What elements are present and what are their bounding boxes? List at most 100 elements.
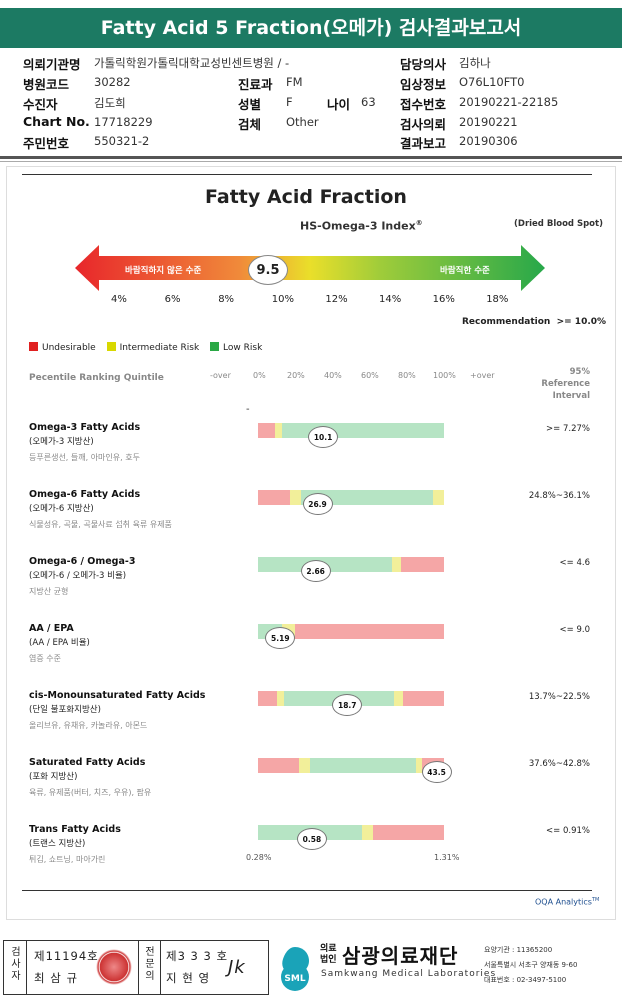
range-min: 0.28% [246, 853, 272, 862]
risk-bar [258, 758, 444, 773]
divider [0, 161, 622, 162]
org-address: 서울특별시 서초구 양재동 9-60 [484, 961, 578, 969]
request-value: 20190221 [459, 115, 518, 129]
report-panel [6, 166, 616, 920]
row-reference-interval: <= 0.91% [546, 826, 590, 836]
risk-segment [258, 490, 290, 505]
sex-value: F [286, 95, 293, 109]
divider [138, 941, 139, 994]
risk-segment [258, 691, 277, 706]
risk-bar [258, 825, 444, 840]
index-name: HS-Omega-3 Index® [300, 219, 423, 233]
specimen-value: Other [286, 115, 319, 129]
value-bubble: 2.66 [300, 560, 331, 582]
row-description: 염증 수준 [29, 654, 61, 663]
value-bubble: 0.58 [296, 828, 327, 850]
value-bubble: 10.1 [308, 426, 339, 448]
org-code: 요양기관 : 11365200 [484, 946, 553, 954]
legend: Undesirable Intermediate Risk Low Risk [29, 342, 270, 353]
axis-tick-label: 0% [253, 371, 266, 380]
risk-segment [295, 624, 444, 639]
row-reference-interval: 37.6%~42.8% [528, 759, 590, 769]
risk-segment [300, 490, 433, 505]
index-tick-label: 4% [111, 294, 127, 305]
row-name: Trans Fatty Acids [29, 824, 121, 835]
doctor-name: 지 현 영 [166, 971, 211, 985]
risk-segment [289, 490, 301, 505]
axis-tick-label: 100% [433, 371, 456, 380]
row-name: Omega-6 / Omega-3 [29, 556, 136, 567]
row-description: 식물성유, 곡물, 곡물사료 섭취 육류 유제품 [29, 520, 172, 529]
request-label: 검사의뢰 [400, 117, 447, 132]
undesirable-text: 바람직하지 않은 수준 [125, 266, 202, 276]
patient-info: 의뢰기관명 가톨릭학원가톨릭대학교성빈센트병원 / - 담당의사 김하나 병원코… [0, 52, 622, 156]
axis-tick-label: -over [210, 371, 231, 380]
value-bubble: 26.9 [302, 493, 333, 515]
sex-label: 성별 [238, 97, 262, 112]
divider [26, 941, 27, 994]
row-reference-interval: >= 7.27% [546, 424, 590, 434]
age-value: 63 [361, 95, 376, 109]
risk-segment [276, 691, 285, 706]
doctor-label: 담당의사 [400, 57, 447, 72]
id-value: 550321-2 [94, 134, 150, 148]
legend-undesirable: Undesirable [29, 342, 96, 353]
risk-segment [373, 825, 444, 840]
chart-title: Fatty Acid Fraction [205, 186, 407, 208]
receipt-label: 접수번호 [400, 97, 447, 112]
risk-segment [258, 758, 299, 773]
axis-tick-label: 80% [398, 371, 416, 380]
risk-bar [258, 423, 444, 438]
legend-swatch-yellow [106, 342, 116, 351]
tester-license: 제11194호 [34, 949, 99, 963]
seal-stamp [96, 949, 132, 985]
index-tick-label: 8% [218, 294, 235, 305]
divider [0, 156, 622, 159]
axis-tick-label: 60% [361, 371, 379, 380]
risk-segment [362, 825, 374, 840]
row-description: 육류, 유제품(버터, 치즈, 우유), 팜유 [29, 788, 152, 797]
risk-segment [391, 557, 402, 572]
divider [22, 890, 592, 891]
row-korean-name: (오메가-6 지방산) [29, 504, 94, 514]
risk-bar [258, 557, 444, 572]
hospital-code-label: 병원코드 [23, 77, 70, 92]
org-name-en: Samkwang Medical Laboratories [321, 969, 497, 979]
specimen-label: 검체 [238, 117, 262, 132]
dept-value: FM [286, 75, 303, 89]
doctor-license: 제3 3 3 호 [166, 949, 229, 963]
id-label: 주민번호 [23, 136, 70, 151]
risk-segment [432, 490, 444, 505]
risk-segment [282, 423, 444, 438]
examinee-label: 수진자 [23, 97, 58, 112]
row-reference-interval: 13.7%~22.5% [528, 692, 590, 702]
age-label: 나이 [327, 97, 351, 112]
row-korean-name: (단일 불포화지방산) [29, 705, 101, 715]
row-name: Omega-6 Fatty Acids [29, 489, 141, 500]
legend-swatch-green [210, 342, 220, 351]
risk-segment [403, 691, 444, 706]
examinee-value: 김도희 [94, 96, 126, 110]
risk-segment [258, 423, 275, 438]
legend-low-risk: Low Risk [210, 342, 262, 353]
row-korean-name: (트랜스 지방산) [29, 839, 86, 849]
row-name: AA / EPA [29, 623, 74, 634]
index-value-bubble: 9.5 [248, 255, 288, 285]
row-korean-name: (AA / EPA 비율) [29, 638, 90, 648]
index-tick-label: 18% [486, 294, 509, 305]
doctor-value: 김하나 [459, 56, 491, 70]
handwritten-signature: Jk [228, 957, 246, 978]
row-reference-interval: 24.8%~36.1% [528, 491, 590, 501]
percentile-label: Pecentile Ranking Quintile [29, 373, 164, 383]
risk-segment [416, 758, 422, 773]
clinical-value: O76L10FT0 [459, 75, 525, 89]
report-date-value: 20190306 [459, 134, 518, 148]
hospital-code-value: 30282 [94, 75, 131, 89]
report-title: Fatty Acid 5 Fraction(오메가) 검사결과보고서 [0, 8, 622, 48]
legend-swatch-red [29, 342, 38, 351]
risk-segment [393, 691, 404, 706]
index-tick-label: 14% [379, 294, 402, 305]
clinical-label: 임상정보 [400, 77, 447, 92]
divider [160, 941, 161, 994]
